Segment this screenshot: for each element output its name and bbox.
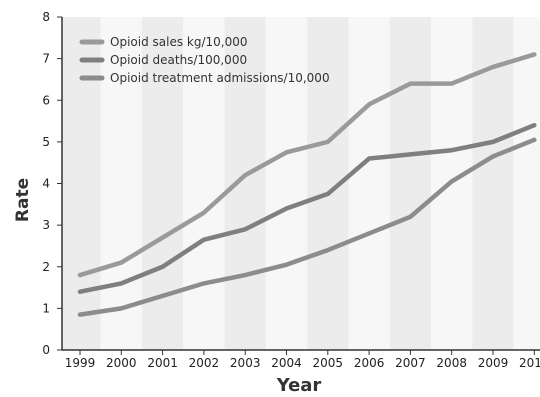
y-tick-label: 4	[42, 177, 50, 191]
series-line-1	[77, 52, 537, 278]
x-tick-label: 2009	[478, 356, 509, 370]
y-tick-label: 3	[42, 218, 50, 232]
background-band	[348, 17, 390, 350]
x-axis-title: Year	[276, 375, 322, 396]
x-tick-label: 2007	[395, 356, 426, 370]
x-tick-labels: 1999 2000 2001 2002 2003 2004 2005 2006 2007 2008…	[65, 356, 540, 370]
y-tick-label: 2	[42, 260, 50, 274]
series-line-2	[77, 122, 537, 294]
legend: Opioid sales kg/10,000 Opioid deaths/100,…	[79, 35, 330, 85]
y-tick-label: 6	[42, 93, 50, 107]
axes	[57, 16, 540, 355]
x-tick-label: 2008	[436, 356, 467, 370]
x-tick-label: 2000	[106, 356, 137, 370]
background-band	[100, 17, 142, 350]
x-tick-label: 2001	[147, 356, 178, 370]
background-band	[389, 17, 432, 350]
y-tick-label: 1	[42, 301, 50, 315]
background-band	[513, 17, 540, 350]
y-tick-labels: 0 1 2 3 4 5 6 7 8	[42, 10, 50, 357]
x-tick-label: 2005	[313, 356, 344, 370]
series-lines	[77, 52, 537, 317]
x-tick-label: 1999	[65, 356, 96, 370]
y-axis-title: Rate	[13, 178, 33, 222]
background-band	[265, 17, 308, 350]
series-line-3	[77, 137, 537, 317]
y-tick-label: 5	[42, 135, 50, 149]
background-band	[224, 17, 266, 350]
background-band	[62, 17, 101, 350]
legend-label: Opioid treatment admissions/10,000	[110, 71, 330, 85]
y-tick-label: 8	[42, 10, 50, 24]
background-band	[183, 17, 225, 350]
x-tick-label: 2010	[519, 356, 540, 370]
x-tick-label: 2004	[271, 356, 302, 370]
y-tick-label: 7	[42, 52, 50, 66]
y-tick-label: 0	[42, 343, 50, 357]
x-tick-label: 2006	[354, 356, 385, 370]
legend-label: Opioid deaths/100,000	[110, 53, 247, 67]
x-tick-label: 2003	[230, 356, 261, 370]
background-bands	[62, 17, 540, 350]
x-tick-label: 2002	[189, 356, 220, 370]
legend-label: Opioid sales kg/10,000	[110, 35, 248, 49]
